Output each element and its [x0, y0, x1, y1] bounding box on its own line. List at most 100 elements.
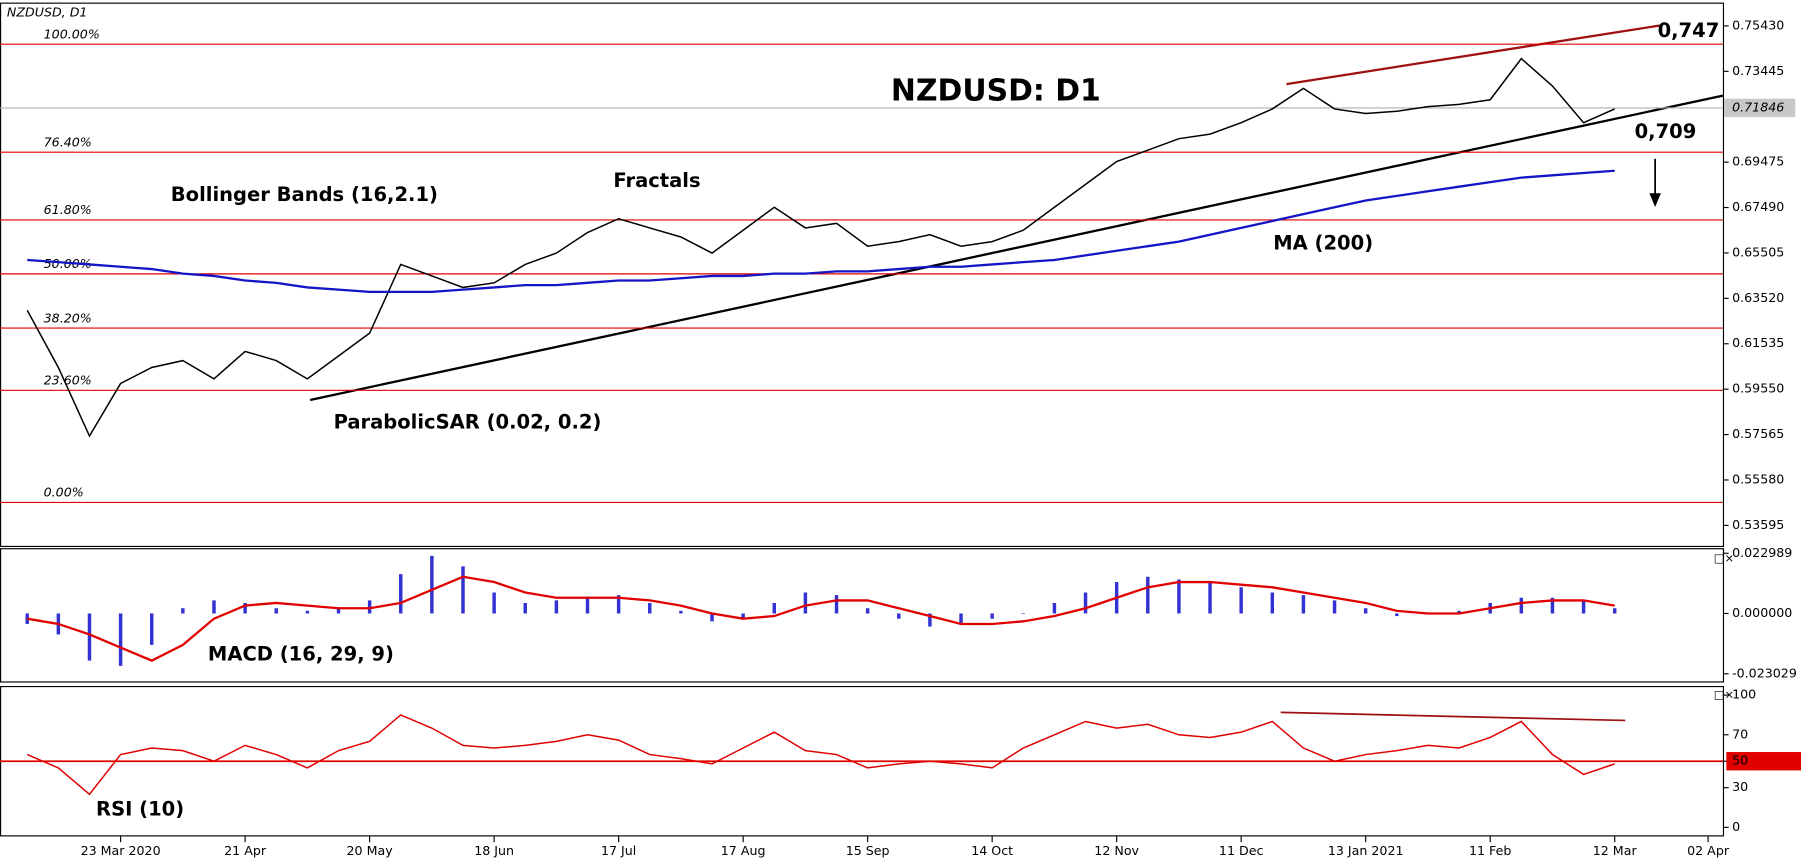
series-line [26, 714, 1615, 796]
macd-bar [865, 608, 870, 614]
macd-bar [118, 613, 123, 666]
macd-bar [1363, 608, 1368, 614]
y-tick-label: 0.57565 [1732, 426, 1784, 441]
macd-bar [1332, 600, 1337, 614]
macd-bar [181, 608, 185, 614]
macd-bar [710, 613, 714, 622]
annotation: 0,747 [1658, 19, 1720, 42]
macd-bar [1177, 579, 1181, 614]
macd-bar [1457, 610, 1461, 614]
x-tick-label: 12 Mar [1593, 843, 1638, 858]
x-tick-label: 15 Sep [846, 843, 890, 858]
macd-bar [367, 600, 372, 614]
chart-title: NZDUSD: D1 [891, 74, 1101, 109]
y-tick-label: 0.022989 [1732, 545, 1792, 560]
macd-bar [1612, 608, 1617, 614]
last-price-box [1724, 98, 1796, 118]
y-tick-label: 0.63520 [1732, 290, 1784, 305]
last-price-label: 0.71846 [1732, 99, 1784, 114]
y-tick-label: 30 [1732, 779, 1748, 794]
macd-bar [1519, 597, 1524, 614]
macd-bar [492, 592, 496, 614]
rsi-trendline [1280, 711, 1626, 722]
annotation: Fractals [613, 169, 700, 192]
macd-bar [87, 613, 92, 661]
macd-bar [305, 610, 310, 614]
annotation: Bollinger Bands (16,2.1) [171, 183, 438, 206]
macd-bar [616, 595, 621, 614]
fib-label: 0.00% [44, 485, 84, 500]
macd-bar [554, 600, 559, 614]
macd-bar [150, 613, 154, 645]
annotation: ParabolicSAR (0.02, 0.2) [334, 410, 602, 433]
y-tick-label: 0.73445 [1732, 63, 1784, 78]
macd-bar [1239, 587, 1243, 614]
macd-bar [648, 602, 652, 614]
macd-bar [1581, 600, 1586, 614]
x-tick-label: 14 Oct [971, 843, 1013, 858]
x-tick-label: 17 Jul [601, 843, 636, 858]
macd-title: MACD (16, 29, 9) [208, 642, 394, 665]
main-frame [0, 2, 1725, 548]
chart-subtitle: NZDUSD, D1 [7, 4, 88, 19]
macd-bar [1208, 582, 1212, 614]
x-tick-label: 21 Apr [224, 843, 267, 858]
x-tick-label: 13 Jan 2021 [1328, 843, 1404, 858]
support-trendline [309, 94, 1724, 402]
y-tick-label: 0.75430 [1732, 17, 1784, 32]
macd-bar [897, 613, 901, 619]
macd-bar [1270, 592, 1275, 614]
macd-bar [1146, 576, 1150, 614]
macd-bar [679, 610, 683, 614]
resistance-trendline [1286, 24, 1660, 86]
macd-bar [399, 574, 403, 614]
x-tick-label: 11 Dec [1219, 843, 1264, 858]
fib-label: 23.60% [44, 373, 92, 388]
macd-bar [1021, 613, 1026, 615]
macd-bar [1395, 613, 1399, 617]
panel-buttons[interactable]: □× [1714, 551, 1734, 565]
macd-bar [430, 555, 434, 614]
y-tick-label: 0.65505 [1732, 244, 1784, 259]
y-tick-label: 0.61535 [1732, 335, 1784, 350]
macd-bar [959, 613, 963, 624]
fib-label: 61.80% [44, 202, 92, 217]
series-line [26, 57, 1615, 438]
ma-label: MA (200) [1273, 231, 1373, 254]
macd-bar [523, 602, 527, 614]
signal-line [27, 575, 1615, 662]
y-tick-label: 0.59550 [1732, 381, 1784, 396]
macd-bar [274, 608, 278, 614]
level-label-bg [1726, 752, 1801, 771]
macd-bar [803, 592, 808, 614]
rsi-title: RSI (10) [96, 798, 184, 821]
fib-label: 100.00% [44, 27, 100, 42]
x-tick-label: 20 May [347, 843, 394, 858]
x-tick-label: 23 Mar 2020 [81, 843, 161, 858]
macd-bar [212, 600, 216, 614]
annotation: 0,709 [1635, 120, 1697, 143]
macd-bar [1301, 595, 1306, 614]
y-tick-label: 50 [1732, 753, 1748, 768]
y-tick-label: 0.000000 [1732, 605, 1792, 620]
macd-bar [243, 602, 247, 614]
x-tick-label: 02 Apr [1687, 843, 1730, 858]
macd-bar [336, 608, 341, 614]
macd-bar [585, 597, 590, 614]
y-tick-label: 0.55580 [1732, 471, 1784, 486]
macd-bar [461, 566, 465, 614]
y-tick-label: 0.69475 [1732, 154, 1784, 169]
x-tick-label: 12 Nov [1094, 843, 1139, 858]
macd-bar [772, 602, 776, 614]
fib-label: 38.20% [44, 310, 92, 325]
x-tick-label: 17 Aug [721, 843, 766, 858]
y-tick-label: -0.023029 [1732, 665, 1797, 680]
macd-bar [1083, 592, 1088, 614]
y-tick-label: 0.53595 [1732, 517, 1784, 532]
y-tick-label: 0 [1732, 819, 1740, 834]
y-tick-label: 0.67490 [1732, 199, 1784, 214]
arrow-head [1649, 193, 1661, 208]
macd-bar [990, 613, 994, 619]
macd-bar [1052, 602, 1057, 614]
